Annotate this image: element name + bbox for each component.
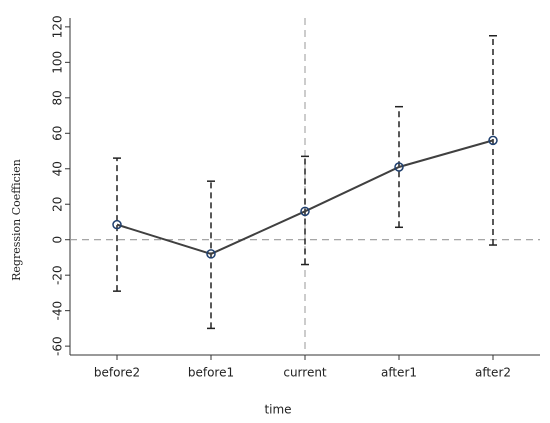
y-tick-label: 80 <box>51 90 65 105</box>
y-tick-label: 40 <box>51 161 65 176</box>
coefficient-line <box>116 139 494 255</box>
x-tick-label: after1 <box>381 366 417 380</box>
y-tick-label: 0 <box>51 236 65 244</box>
point <box>394 162 404 172</box>
y-tick-label: -40 <box>51 301 65 321</box>
point <box>300 206 310 217</box>
x-tick-label: after2 <box>475 366 511 380</box>
x-tick-label: current <box>283 366 327 380</box>
y-tick-label: -60 <box>51 336 65 356</box>
y-tick-label: -20 <box>51 265 65 285</box>
x-tick-label: before2 <box>94 366 140 380</box>
point <box>206 249 216 259</box>
y-tick-label: 100 <box>51 51 65 74</box>
y-tick-label: 20 <box>51 197 65 212</box>
x-axis-label: time <box>264 403 291 417</box>
y-axis-label: Regression Coefficien <box>10 159 23 281</box>
y-tick-label: 120 <box>51 15 65 38</box>
x-tick-label: before1 <box>188 366 234 380</box>
y-tick-label: 60 <box>51 126 65 141</box>
point <box>112 219 122 230</box>
point <box>488 135 498 146</box>
